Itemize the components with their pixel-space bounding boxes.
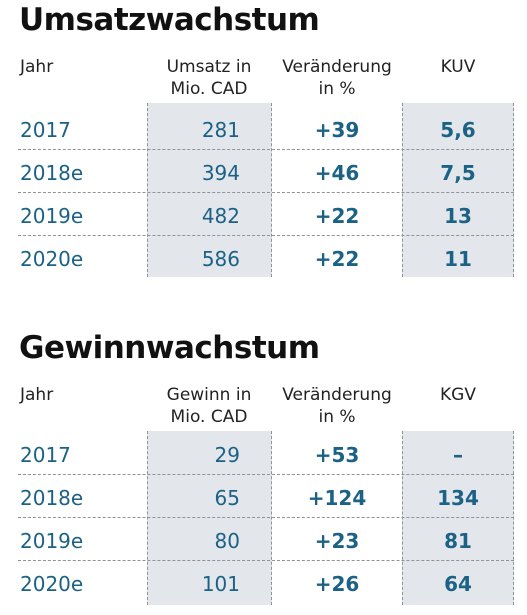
header-jahr: Jahr bbox=[20, 57, 54, 77]
table-title: Umsatzwachstum bbox=[19, 2, 320, 38]
header-gewinn: Gewinn in Mio. CAD bbox=[166, 385, 252, 427]
cell-kuv: 7,5 bbox=[440, 161, 476, 185]
shaded-column-kuv bbox=[402, 103, 514, 277]
table-row: 2019e 482 +22 13 bbox=[18, 193, 514, 236]
cell-veraenderung: +26 bbox=[314, 572, 360, 596]
table-row: 2020e 101 +26 64 bbox=[18, 561, 514, 604]
table-row: 2018e 394 +46 7,5 bbox=[18, 150, 514, 193]
cell-gewinn: 29 bbox=[214, 443, 240, 467]
header-jahr: Jahr bbox=[20, 385, 54, 405]
header-veraenderung: Veränderung in % bbox=[282, 385, 392, 427]
cell-veraenderung: +22 bbox=[314, 204, 360, 228]
cell-kgv: 134 bbox=[437, 486, 479, 510]
table-title: Gewinnwachstum bbox=[19, 330, 320, 366]
cell-jahr: 2020e bbox=[20, 572, 84, 596]
table-row: 2019e 80 +23 81 bbox=[18, 518, 514, 561]
cell-veraenderung: +46 bbox=[314, 161, 360, 185]
cell-umsatz: 482 bbox=[201, 204, 240, 228]
cell-veraenderung: +22 bbox=[314, 247, 360, 271]
cell-jahr: 2019e bbox=[20, 204, 84, 228]
cell-kuv: 13 bbox=[444, 204, 472, 228]
table-row: 2018e 65 +124 134 bbox=[18, 475, 514, 518]
shaded-column-kgv bbox=[402, 431, 514, 605]
cell-veraenderung: +23 bbox=[314, 529, 360, 553]
cell-veraenderung: +39 bbox=[314, 118, 360, 142]
cell-umsatz: 394 bbox=[201, 161, 240, 185]
header-veraenderung: Veränderung in % bbox=[282, 57, 392, 99]
header-kuv: KUV bbox=[440, 57, 476, 77]
cell-jahr: 2019e bbox=[20, 529, 84, 553]
cell-jahr: 2020e bbox=[20, 247, 84, 271]
cell-veraenderung: +124 bbox=[307, 486, 367, 510]
cell-jahr: 2017 bbox=[20, 118, 71, 142]
cell-kuv: 11 bbox=[444, 247, 472, 271]
cell-jahr: 2017 bbox=[20, 443, 71, 467]
table-row: 2020e 586 +22 11 bbox=[18, 236, 514, 279]
table-row: 2017 29 +53 – bbox=[18, 432, 514, 475]
cell-jahr: 2018e bbox=[20, 161, 84, 185]
cell-jahr: 2018e bbox=[20, 486, 84, 510]
cell-umsatz: 281 bbox=[201, 118, 240, 142]
shaded-column-gewinn bbox=[147, 431, 272, 605]
table-row: 2017 281 +39 5,6 bbox=[18, 107, 514, 150]
cell-veraenderung: +53 bbox=[314, 443, 360, 467]
cell-kgv: 64 bbox=[444, 572, 472, 596]
cell-kgv: 81 bbox=[444, 529, 472, 553]
header-umsatz: Umsatz in Mio. CAD bbox=[166, 57, 252, 99]
cell-kgv: – bbox=[453, 443, 463, 467]
cell-gewinn: 65 bbox=[214, 486, 240, 510]
cell-kuv: 5,6 bbox=[440, 118, 476, 142]
cell-gewinn: 101 bbox=[201, 572, 240, 596]
cell-umsatz: 586 bbox=[201, 247, 240, 271]
cell-gewinn: 80 bbox=[214, 529, 240, 553]
shaded-column-umsatz bbox=[147, 103, 272, 277]
header-kgv: KGV bbox=[440, 385, 476, 405]
